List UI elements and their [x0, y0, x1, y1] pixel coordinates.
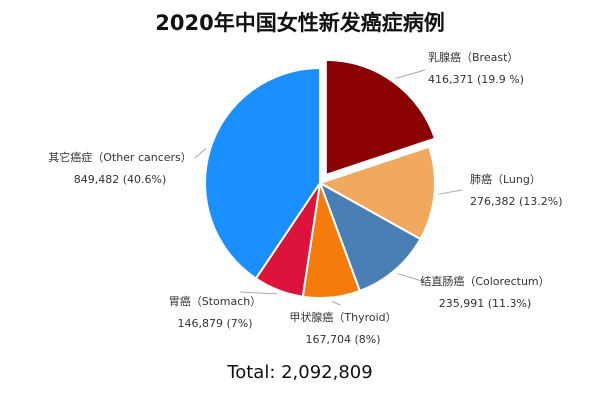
leader-line — [194, 147, 207, 159]
slice-label: 肺癌（Lung） — [470, 172, 541, 186]
leader-line — [438, 189, 463, 195]
slice-label: 结直肠癌（Colorectum） — [420, 274, 549, 288]
leader-line — [331, 300, 341, 306]
slice-label: 乳腺癌（Breast） — [428, 50, 518, 64]
slice-label: 其它癌症（Other cancers） — [48, 150, 192, 164]
value-label: 416,371 (19.9 %) — [428, 73, 524, 86]
value-label: 167,704 (8%) — [305, 333, 380, 346]
chart-title: 2020年中国女性新发癌症病例 — [155, 11, 444, 35]
total-label: Total: 2,092,809 — [226, 362, 372, 383]
value-label: 146,879 (7%) — [177, 317, 252, 330]
pie-slice — [318, 180, 422, 293]
pie-slice — [204, 66, 321, 280]
slice-label: 甲状腺癌（Thyroid） — [289, 310, 396, 324]
leader-line — [395, 69, 426, 79]
value-label: 276,382 (13.2%) — [470, 195, 563, 208]
slice-label: 胃癌（Stomach） — [169, 294, 262, 308]
value-label: 849,482 (40.6%) — [74, 173, 167, 186]
leader-line — [397, 272, 426, 283]
value-label: 235,991 (11.3%) — [439, 297, 532, 310]
pie-slice — [317, 145, 436, 241]
leader-line — [239, 291, 277, 295]
pie-slice — [324, 58, 437, 177]
